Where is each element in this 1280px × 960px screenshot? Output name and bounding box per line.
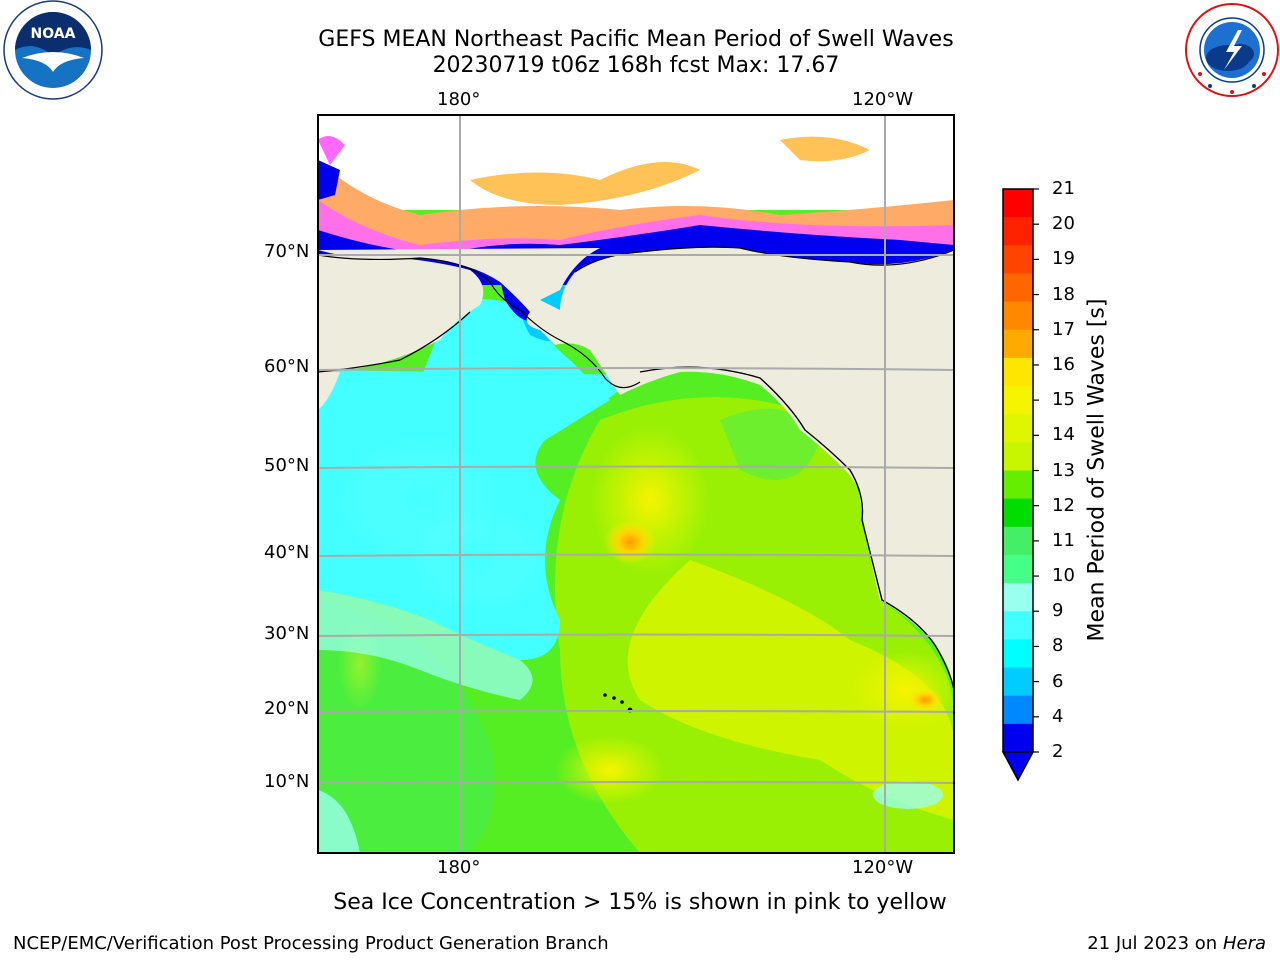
- footer-credit: NCEP/EMC/Verification Post Processing Pr…: [13, 933, 609, 954]
- colorbar-segment: [1003, 217, 1033, 246]
- colorbar-tick-label: 14: [1052, 424, 1075, 446]
- lat-label-50n: 50°N: [264, 455, 310, 476]
- colorbar-segment: [1003, 639, 1033, 669]
- colorbar-segment: [1003, 498, 1033, 528]
- colorbar-segment: [1003, 554, 1033, 584]
- chart-subtitle: 20230719 t06z 168h fcst Max: 17.67: [432, 53, 840, 78]
- colorbar-tick-label: 11: [1052, 529, 1075, 551]
- lon-label-bottom-120w: 120°W: [852, 857, 914, 878]
- map-area: [318, 115, 954, 853]
- footer-date: 21 Jul 2023 on Hera: [1087, 933, 1266, 954]
- colorbar-segment: [1003, 386, 1033, 415]
- colorbar-segment: [1003, 301, 1033, 331]
- lat-label-70n: 70°N: [264, 241, 310, 262]
- colorbar-segment: [1003, 526, 1033, 556]
- map-frame: [317, 114, 955, 854]
- lat-label-30n: 30°N: [264, 623, 310, 644]
- lat-label-20n: 20°N: [264, 698, 310, 719]
- colorbar-segment: [1003, 442, 1033, 471]
- colorbar-tick-label: 18: [1052, 283, 1075, 305]
- colorbar-tick-label: 4: [1052, 705, 1064, 727]
- colorbar: [1001, 188, 1039, 782]
- colorbar-tick-label: 8: [1052, 635, 1064, 657]
- colorbar-segment: [1003, 357, 1033, 387]
- colorbar-tick-label: 9: [1052, 600, 1064, 622]
- colorbar-segment: [1003, 695, 1033, 725]
- noaa-logo-text: NOAA: [31, 26, 76, 42]
- lat-label-10n: 10°N: [264, 771, 310, 792]
- colorbar-segment: [1003, 414, 1033, 443]
- lat-label-40n: 40°N: [264, 542, 310, 563]
- colorbar-tick-label: 12: [1052, 494, 1075, 516]
- colorbar-tick-label: 17: [1052, 318, 1075, 340]
- footer-host: Hera: [1222, 933, 1266, 954]
- colorbar-segment: [1003, 245, 1033, 274]
- colorbar-segment: [1003, 470, 1033, 500]
- lon-label-bottom-180: 180°: [437, 857, 481, 878]
- footer-date-text: 21 Jul 2023 on: [1087, 933, 1223, 954]
- lat-label-60n: 60°N: [264, 356, 310, 377]
- sea-ice-caption: Sea Ice Concentration > 15% is shown in …: [333, 890, 947, 915]
- lon-label-top-120w: 120°W: [852, 89, 914, 110]
- lon-label-top-180: 180°: [437, 89, 481, 110]
- colorbar-segment: [1003, 611, 1033, 640]
- nws-logo: [1185, 3, 1279, 97]
- colorbar-tick-label: 21: [1052, 178, 1075, 199]
- chart-title: GEFS MEAN Northeast Pacific Mean Period …: [318, 27, 954, 52]
- colorbar-segment: [1003, 189, 1033, 218]
- colorbar-title: Mean Period of Swell Waves [s]: [1084, 298, 1110, 642]
- colorbar-tick-label: 2: [1052, 741, 1064, 762]
- colorbar-extend-arrow: [1001, 751, 1035, 782]
- colorbar-tick-label: 19: [1052, 248, 1075, 270]
- colorbar-tick-label: 13: [1052, 459, 1075, 481]
- colorbar-segment: [1003, 667, 1033, 697]
- colorbar-segment: [1003, 273, 1033, 303]
- colorbar-tick-label: 16: [1052, 353, 1075, 375]
- colorbar-segment: [1003, 329, 1033, 359]
- colorbar-tick-label: 20: [1052, 213, 1075, 235]
- colorbar-segment: [1003, 723, 1033, 753]
- colorbar-tick-label: 6: [1052, 670, 1064, 692]
- colorbar-tick-label: 15: [1052, 389, 1075, 411]
- colorbar-segment: [1003, 583, 1033, 612]
- noaa-logo: NOAA: [3, 0, 103, 100]
- colorbar-tick-label: 10: [1052, 565, 1075, 587]
